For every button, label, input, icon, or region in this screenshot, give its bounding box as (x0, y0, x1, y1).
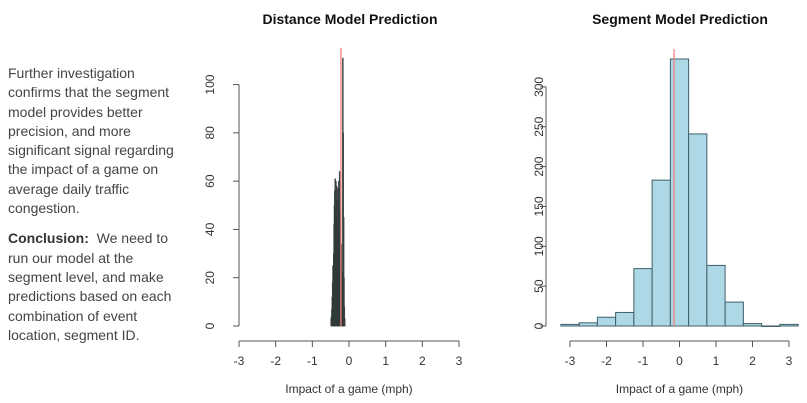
histogram-bar (688, 133, 708, 327)
chart-title: Segment Model Prediction (592, 11, 768, 27)
y-tick-label: 50 (532, 279, 546, 293)
y-tick-label: 0 (532, 322, 546, 329)
histogram-bar (706, 264, 726, 327)
x-tick-label: -3 (565, 354, 576, 368)
y-tick-label: 300 (532, 77, 546, 97)
histogram-bar (344, 318, 346, 327)
x-tick-label: 2 (419, 354, 426, 368)
histogram-bar (761, 325, 781, 327)
chart-title: Distance Model Prediction (262, 11, 437, 27)
y-tick-label: 200 (532, 156, 546, 176)
x-axis-label: Impact of a game (mph) (616, 382, 743, 396)
y-tick-label: 150 (532, 196, 546, 216)
description-panel: Further investigation confirms that the … (8, 64, 180, 356)
x-tick-label: 1 (382, 354, 389, 368)
histogram-bar (596, 316, 617, 327)
x-tick-label: 0 (676, 354, 683, 368)
y-tick-label: 60 (203, 174, 217, 188)
histogram-bar (560, 323, 580, 327)
conclusion-body: We need to run our model at the segment … (8, 230, 172, 343)
histogram-bar (615, 311, 635, 327)
x-tick-label: -1 (307, 354, 318, 368)
histogram-bar (578, 322, 598, 327)
histogram-bar (651, 179, 671, 327)
x-tick-label: -3 (234, 354, 245, 368)
x-tick-label: -2 (270, 354, 281, 368)
y-tick-label: 100 (203, 74, 217, 94)
x-axis-label: Impact of a game (mph) (285, 382, 412, 396)
segment-model-chart: Segment Model Prediction 0 50 100 150 200 250 3… (532, 11, 799, 396)
x-tick-label: -2 (601, 354, 612, 368)
distance-model-chart: Distance Model Prediction020406080100-3-… (203, 11, 463, 396)
y-tick-label: 40 (203, 222, 217, 236)
intro-paragraph: Further investigation confirms that the … (8, 65, 174, 217)
x-tick-label: 2 (749, 354, 756, 368)
histogram-bar (724, 301, 744, 327)
conclusion-paragraph: Conclusion: We need to run our model at … (8, 229, 180, 345)
histogram-bar (633, 268, 653, 327)
y-tick-label: 250 (532, 116, 546, 136)
x-tick-label: 1 (713, 354, 720, 368)
x-tick-label: 0 (346, 354, 353, 368)
y-tick-label: 0 (203, 322, 217, 329)
x-tick-label: 3 (786, 354, 793, 368)
y-tick-label: 80 (203, 126, 217, 140)
histogram-bar (669, 58, 690, 327)
x-tick-label: 3 (456, 354, 463, 368)
histogram-bar (742, 323, 763, 327)
y-tick-label: 100 (532, 236, 546, 256)
conclusion-label: Conclusion: (8, 230, 89, 247)
y-tick-label: 20 (203, 271, 217, 285)
x-tick-label: -1 (638, 354, 649, 368)
histogram-bar (779, 323, 799, 327)
